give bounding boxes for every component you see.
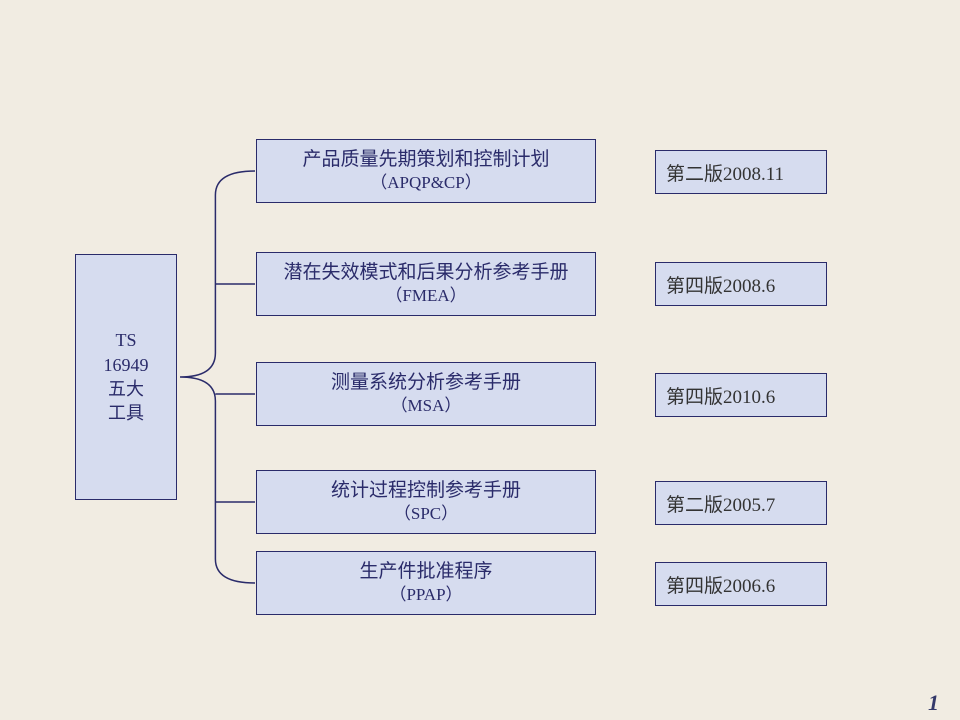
root-line1: TS xyxy=(115,328,136,352)
version-label: 第二版2008.11 xyxy=(666,159,784,186)
root-line2: 16949 xyxy=(104,353,149,377)
tool-subtitle: （SPC） xyxy=(394,503,458,525)
tool-title: 产品质量先期策划和控制计划 xyxy=(302,148,549,173)
tool-node: 潜在失效模式和后果分析参考手册（FMEA） xyxy=(256,252,596,316)
version-node: 第四版2008.6 xyxy=(655,262,827,306)
tool-subtitle: （FMEA） xyxy=(385,285,466,307)
tool-title: 潜在失效模式和后果分析参考手册 xyxy=(283,261,568,286)
version-node: 第二版2005.7 xyxy=(655,481,827,525)
version-label: 第四版2006.6 xyxy=(666,571,775,598)
root-node: TS 16949 五大 工具 xyxy=(75,254,177,500)
version-node: 第四版2006.6 xyxy=(655,562,827,606)
tool-subtitle: （MSA） xyxy=(391,395,462,417)
root-line3: 五大 xyxy=(108,377,144,401)
tool-title: 测量系统分析参考手册 xyxy=(331,371,521,396)
root-line4: 工具 xyxy=(108,401,144,425)
version-node: 第四版2010.6 xyxy=(655,373,827,417)
page-number: 1 xyxy=(928,690,939,716)
version-label: 第四版2010.6 xyxy=(666,382,775,409)
version-label: 第二版2005.7 xyxy=(666,490,775,517)
version-label: 第四版2008.6 xyxy=(666,271,775,298)
version-node: 第二版2008.11 xyxy=(655,150,827,194)
tool-title: 统计过程控制参考手册 xyxy=(331,479,521,504)
tool-node: 测量系统分析参考手册（MSA） xyxy=(256,362,596,426)
tool-title: 生产件批准程序 xyxy=(359,560,492,585)
tool-subtitle: （APQP&CP） xyxy=(370,172,481,194)
tool-node: 统计过程控制参考手册（SPC） xyxy=(256,470,596,534)
tool-node: 产品质量先期策划和控制计划（APQP&CP） xyxy=(256,139,596,203)
tool-subtitle: （PPAP） xyxy=(389,584,462,606)
tool-node: 生产件批准程序（PPAP） xyxy=(256,551,596,615)
